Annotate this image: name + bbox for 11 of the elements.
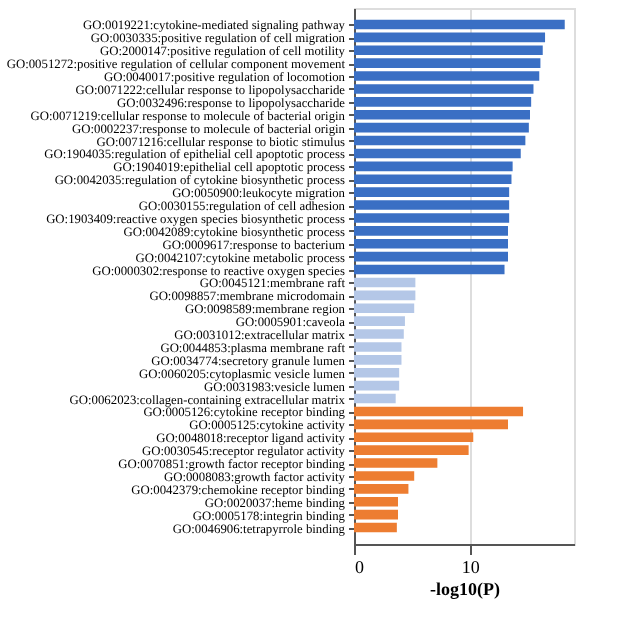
x-axis-title: -log10(P) xyxy=(430,579,500,599)
bar xyxy=(354,264,505,275)
bar xyxy=(354,393,396,404)
bar xyxy=(354,19,565,30)
bar xyxy=(354,277,416,288)
bar xyxy=(354,522,397,533)
x-tick-label: 10 xyxy=(461,557,481,577)
x-tick-label: 0 xyxy=(355,557,365,577)
bar xyxy=(354,148,521,159)
bar xyxy=(354,135,526,146)
bar xyxy=(354,406,524,417)
